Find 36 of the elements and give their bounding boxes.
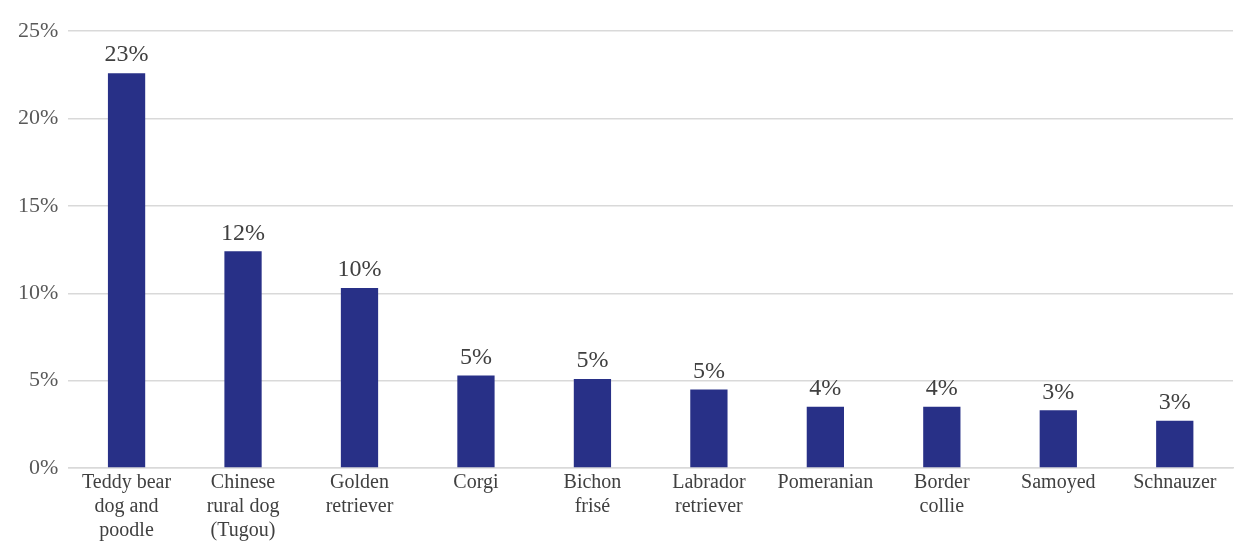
x-tick-label: Samoyed	[1021, 470, 1096, 494]
y-tick-label: 0%	[29, 453, 59, 479]
data-label: 5%	[459, 342, 492, 369]
x-tick-label: Teddy bear dog and poodle	[82, 470, 172, 542]
x-tick-label: Border collie	[914, 470, 970, 517]
x-tick-label: Labrador retriever	[672, 470, 746, 517]
x-tick-label: Corgi	[453, 470, 499, 494]
data-label: 23%	[104, 40, 149, 67]
data-label: 5%	[692, 356, 725, 383]
data-label: 5%	[576, 346, 609, 373]
data-label: 10%	[337, 255, 382, 282]
y-tick-label: 10%	[18, 279, 59, 305]
bar	[806, 406, 844, 468]
bar	[573, 378, 612, 468]
x-tick-label: Bichon frisé	[563, 470, 622, 517]
y-tick-label: 5%	[29, 366, 59, 392]
data-label: 3%	[1158, 388, 1191, 415]
x-tick-label: Pomeranian	[777, 470, 874, 493]
bar	[923, 406, 961, 468]
bar	[1156, 420, 1194, 468]
x-tick-label: Schnauzer	[1133, 470, 1217, 493]
bar	[340, 288, 379, 468]
bar	[457, 375, 495, 468]
bar	[690, 389, 728, 468]
y-tick-label: 25%	[18, 16, 59, 42]
data-label: 3%	[1042, 377, 1075, 404]
x-tick-label: Golden retriever	[325, 470, 394, 517]
x-tick-label: Chinese rural dog (Tugou)	[206, 470, 280, 542]
data-label: 4%	[809, 374, 842, 401]
data-label: 12%	[221, 218, 266, 245]
bar	[1039, 410, 1077, 468]
bar	[224, 251, 262, 468]
bar	[107, 73, 146, 468]
y-tick-label: 15%	[18, 191, 59, 217]
y-tick-label: 20%	[18, 104, 59, 130]
data-label: 4%	[925, 374, 958, 401]
